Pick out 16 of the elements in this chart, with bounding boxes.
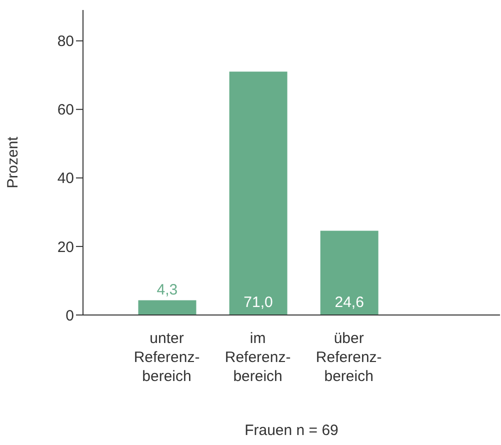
y-tick-label: 40 bbox=[57, 170, 74, 188]
y-tick-label: 0 bbox=[66, 307, 74, 324]
data-label: 71,0 bbox=[244, 294, 273, 311]
y-tick-label: 20 bbox=[57, 238, 74, 256]
data-label: 4,3 bbox=[156, 281, 178, 298]
x-tick-label: über Referenz- bereich bbox=[316, 330, 382, 385]
x-tick-label: unter Referenz- bereich bbox=[134, 330, 200, 385]
bar bbox=[229, 72, 288, 315]
data-label: 24,6 bbox=[334, 294, 364, 311]
bar bbox=[320, 230, 378, 315]
x-tick-label: im Referenz- bereich bbox=[224, 330, 291, 385]
x-axis-title: Frauen n = 69 bbox=[244, 422, 338, 439]
y-axis-title: Prozent bbox=[4, 136, 22, 188]
y-tick-label: 60 bbox=[57, 102, 74, 119]
y-tick-label: 80 bbox=[57, 33, 74, 50]
bar bbox=[138, 300, 196, 315]
